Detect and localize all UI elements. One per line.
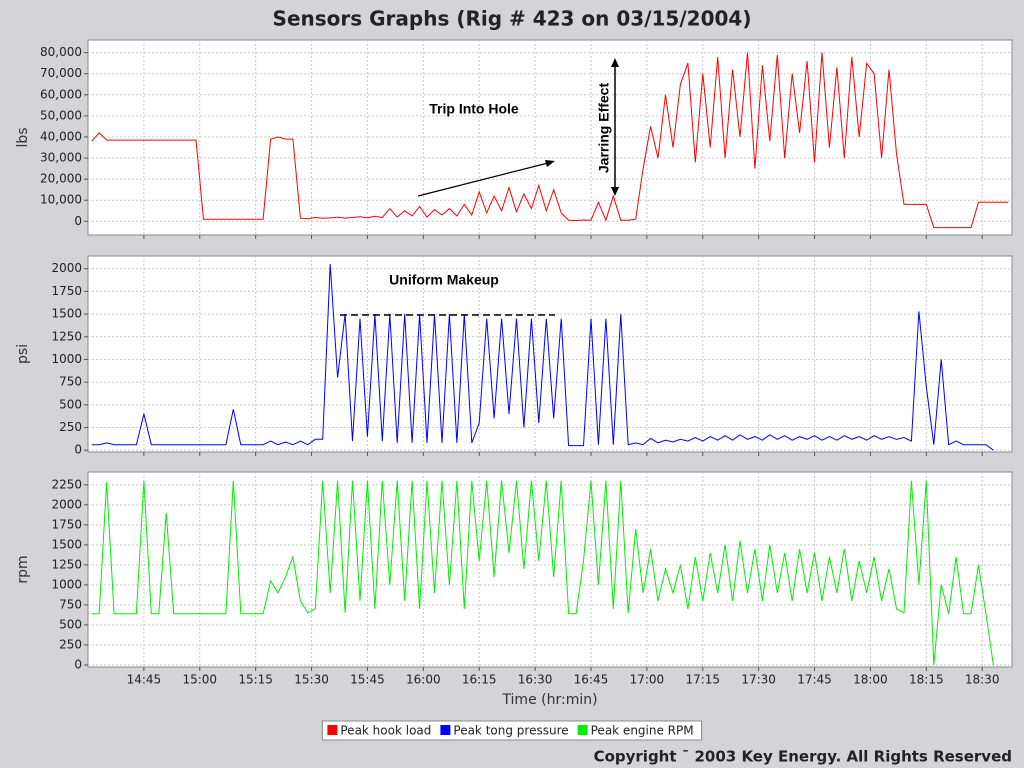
- y-tick-label: 1500: [51, 307, 82, 321]
- arrow-head: [611, 58, 619, 67]
- footer: Copyright ¯ 2003 Key Energy. All Rights …: [594, 748, 1012, 766]
- x-tick-label: 17:00: [630, 673, 665, 687]
- x-tick-label: 14:45: [127, 673, 162, 687]
- series-line: [91, 264, 994, 451]
- y-tick-label: 10,000: [40, 193, 82, 207]
- y-tick-label: 1750: [51, 517, 82, 531]
- x-tick-label: 18:00: [853, 673, 888, 687]
- x-tick-label: 15:30: [294, 673, 329, 687]
- annotation: Jarring Effect: [596, 83, 612, 174]
- legend-box: [321, 720, 703, 741]
- y-tick-label: 1250: [51, 557, 82, 571]
- y-tick-label: 20,000: [40, 172, 82, 186]
- arrow-head: [611, 187, 619, 196]
- y-tick-label: 1500: [51, 537, 82, 551]
- y-tick-label: 60,000: [40, 87, 82, 101]
- annotation: Uniform Makeup: [389, 272, 499, 288]
- y-tick-label: 250: [59, 637, 82, 651]
- y-tick-label: 1000: [51, 352, 82, 366]
- legend-swatch: [327, 725, 338, 735]
- y-tick-label: 2000: [51, 261, 82, 275]
- x-tick-label: 16:45: [574, 673, 609, 687]
- y-tick-label: 50,000: [40, 108, 82, 122]
- y-tick-label: 0: [74, 657, 82, 671]
- y-tick-label: 500: [59, 397, 82, 411]
- plot-area: [87, 471, 1013, 668]
- title: Sensors Graphs (Rig # 423 on 03/15/2004): [273, 7, 752, 31]
- y-tick-label: 1250: [51, 329, 82, 343]
- legend: Peak hook load Peak tong pressure Peak eng…: [321, 720, 703, 741]
- legend-swatch: [577, 725, 588, 735]
- y-tick-label: 30,000: [40, 151, 82, 165]
- arrow: [417, 162, 549, 197]
- x-tick-label: 17:30: [741, 673, 776, 687]
- arrow-head: [545, 160, 555, 167]
- y-tick-label: 2000: [51, 497, 82, 511]
- x-tick-label: 18:15: [909, 673, 944, 687]
- y-tick-label: 250: [59, 420, 82, 434]
- y-axis-label: lbs: [15, 127, 31, 147]
- x-tick-label: 18:30: [965, 673, 1000, 687]
- legend-label: Peak engine RPM: [591, 724, 694, 738]
- x-axis-label: Time (hr:min): [501, 692, 597, 708]
- y-tick-label: 70,000: [40, 66, 82, 80]
- data-layer: [91, 52, 1009, 229]
- x-tick-label: 17:45: [797, 673, 832, 687]
- y-tick-label: 750: [59, 375, 82, 389]
- x-tick-label: 16:00: [406, 673, 441, 687]
- data-layer: [91, 480, 994, 666]
- y-tick-label: 80,000: [40, 45, 82, 59]
- y-tick-label: 750: [59, 597, 82, 611]
- x-tick-label: 15:15: [238, 673, 273, 687]
- x-tick-label: 16:15: [462, 673, 497, 687]
- annotations: Trip Into Hole Jarring Effect Uniform Ma…: [340, 58, 619, 316]
- y-tick-label: 40,000: [40, 129, 82, 143]
- y-axis-label: psi: [15, 344, 31, 364]
- y-tick-label: 1000: [51, 577, 82, 591]
- legend-label: Peak hook load: [340, 724, 431, 738]
- plot-area: [87, 39, 1013, 236]
- panel: 0 10,000 20,000 30,000 40,000 50,000 60,000 70,…: [15, 39, 1013, 239]
- y-tick-label: 500: [59, 617, 82, 631]
- y-tick-label: 0: [74, 443, 82, 457]
- x-tick-label: 15:00: [182, 673, 217, 687]
- y-axis-label: rpm: [15, 555, 31, 583]
- x-tick-label: 15:45: [350, 673, 385, 687]
- legend-label: Peak tong pressure: [453, 724, 568, 738]
- x-tick-label: 17:15: [685, 673, 720, 687]
- y-tick-label: 1750: [51, 284, 82, 298]
- data-layer: [91, 264, 994, 451]
- y-tick-label: 0: [74, 214, 82, 228]
- plot-area: [87, 255, 1013, 453]
- x-tick-label: 16:30: [518, 673, 553, 687]
- plots: 0 10,000 20,000 30,000 40,000 50,000 60,000 70,…: [15, 39, 1013, 708]
- series-line: [91, 480, 994, 666]
- panel: 0 250 500 750 1000 1250 1500 1750 2000 psi: [15, 255, 1013, 457]
- annotation: Trip Into Hole: [429, 101, 519, 117]
- legend-swatch: [440, 725, 451, 735]
- y-tick-label: 2250: [51, 477, 82, 491]
- series-line: [91, 52, 1009, 229]
- panel: 0 250 500 750 1000 1250 1500 1750 2000 2250 14:45 1…: [15, 471, 1013, 708]
